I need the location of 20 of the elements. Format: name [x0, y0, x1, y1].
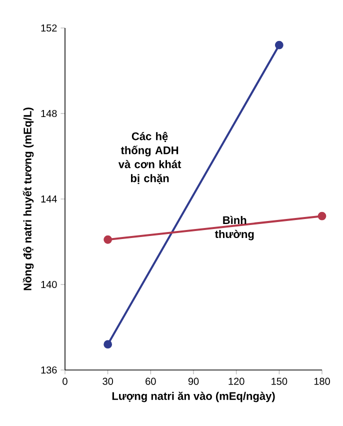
y-axis-title: Nồng độ natri huyết tương (mEq/L) [22, 108, 34, 290]
point [104, 235, 112, 244]
series-label: Các hệ thống ADH và cơn khát bị chặn [118, 132, 182, 184]
x-tick-label: 0 [62, 378, 68, 385]
y-tick-label: 144 [41, 196, 57, 202]
y-tick-label: 140 [41, 280, 57, 288]
x-axis-title: Lượng natri ăn vào (mEq/ngày) [112, 392, 275, 402]
y-tick-label: 152 [41, 24, 57, 32]
x-tick-label: 90 [188, 378, 199, 385]
y-tick-label: 136 [41, 366, 57, 374]
series-label: Bình thường [214, 216, 254, 240]
y-tick-label: 148 [41, 110, 57, 118]
x-tick-label: 60 [146, 378, 156, 385]
point [104, 340, 112, 349]
point [318, 212, 326, 220]
x-tick-label: 120 [228, 378, 244, 385]
x-tick-label: 150 [272, 378, 288, 385]
x-tick-label: 30 [102, 378, 114, 385]
x-tick-label: 180 [314, 378, 330, 385]
point [274, 40, 284, 50]
